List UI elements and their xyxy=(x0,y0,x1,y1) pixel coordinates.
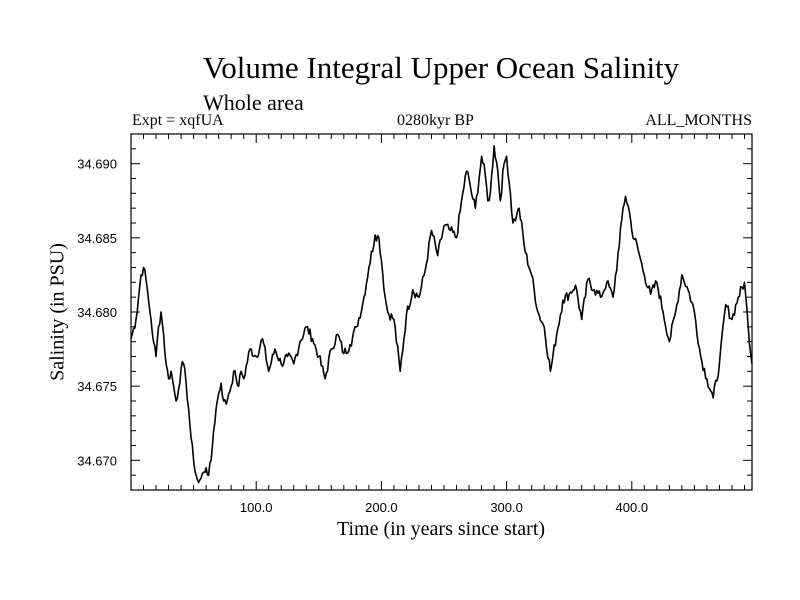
y-tick-label: 34.680 xyxy=(77,305,117,320)
x-axis-label: Time (in years since start) xyxy=(336,518,546,540)
x-tick-label: 100.0 xyxy=(240,500,273,515)
plot-frame xyxy=(130,133,753,491)
y-axis-ticks: 34.670 34.675 34.680 34.685 34.690 xyxy=(77,133,752,491)
x-tick-label: 400.0 xyxy=(616,500,649,515)
period-label: 0280kyr BP xyxy=(397,112,474,129)
experiment-label: Expt = xqfUA xyxy=(132,112,224,129)
chart-title: Volume Integral Upper Ocean Salinity xyxy=(202,50,680,85)
y-tick-label: 34.690 xyxy=(77,157,117,172)
x-axis-ticks: 100.0 200.0 300.0 400.0 xyxy=(143,134,745,515)
x-tick-label: 200.0 xyxy=(365,500,398,515)
months-label: ALL_MONTHS xyxy=(645,112,752,129)
x-tick-label: 300.0 xyxy=(490,500,523,515)
chart-subtitle: Whole area xyxy=(203,90,304,115)
y-tick-label: 34.685 xyxy=(77,231,117,246)
y-tick-label: 34.675 xyxy=(77,379,117,394)
salinity-series-line xyxy=(130,145,753,484)
y-axis-label: Salinity (in PSU) xyxy=(46,243,69,381)
y-tick-label: 34.670 xyxy=(77,453,117,468)
